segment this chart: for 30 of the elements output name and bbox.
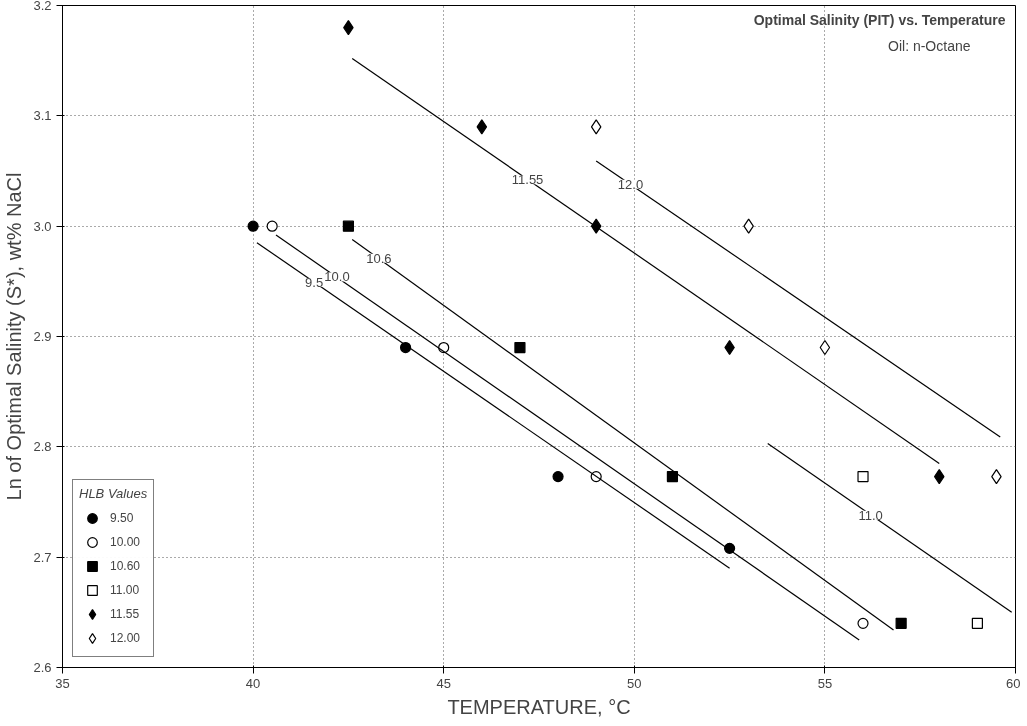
- y-tick-label: 3.2: [33, 0, 52, 13]
- text: Optimal Salinity (PIT) vs. Temperature: [753, 11, 1006, 28]
- y-tick-label: 2.8: [33, 439, 52, 455]
- legend-label: 9.50: [110, 510, 134, 527]
- annotation: 10.0: [324, 269, 350, 285]
- annotation: 12.0: [617, 176, 644, 192]
- annotation: 9.5: [305, 274, 324, 290]
- x-tick-label: 40: [245, 675, 261, 691]
- annotation: 11.0: [858, 507, 883, 523]
- annotation: 11.55: [511, 172, 544, 188]
- legend-label: 10.60: [110, 558, 141, 575]
- legend-label: 10.00: [110, 534, 141, 551]
- x-tick-label: 45: [436, 675, 451, 691]
- legend-label: 11.55: [110, 606, 140, 623]
- x-tick-label: 50: [627, 675, 642, 691]
- x-tick-label: 35: [55, 675, 70, 691]
- annotation: 10.6: [366, 250, 392, 266]
- y-tick-label: 2.6: [33, 660, 52, 675]
- x-axis-title: TEMPERATURE, °C: [447, 695, 631, 718]
- y-axis-title: Ln of Optimal Salinity (S*), wt% NaCl: [3, 172, 26, 501]
- legend-label: 11.00: [110, 582, 140, 599]
- x-tick-label: 55: [817, 675, 833, 691]
- legend-title: HLB Values: [79, 486, 148, 501]
- y-tick-label: 2.7: [33, 549, 52, 565]
- y-tick-label: 3.1: [33, 108, 52, 124]
- legend-label: 12.00: [110, 630, 141, 647]
- y-tick-label: 3.0: [33, 218, 52, 234]
- annotation: Oil: n-Octane: [888, 37, 971, 54]
- x-tick-label: 60: [1006, 675, 1021, 691]
- y-tick-label: 2.9: [33, 329, 52, 344]
